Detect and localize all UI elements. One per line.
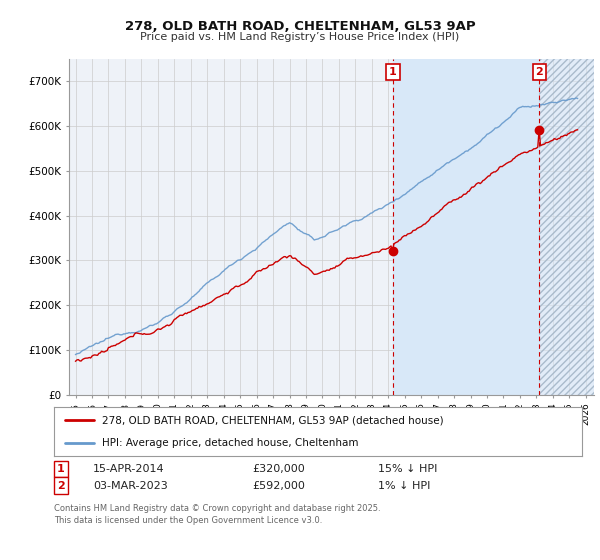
Bar xyxy=(393,59,539,395)
Text: 15-APR-2014: 15-APR-2014 xyxy=(93,464,164,474)
Text: 1: 1 xyxy=(389,67,397,77)
Bar xyxy=(539,59,594,395)
Text: HPI: Average price, detached house, Cheltenham: HPI: Average price, detached house, Chel… xyxy=(101,438,358,448)
Text: 2: 2 xyxy=(535,67,543,77)
Text: 2: 2 xyxy=(57,480,65,491)
Text: 1% ↓ HPI: 1% ↓ HPI xyxy=(378,480,430,491)
Text: £320,000: £320,000 xyxy=(252,464,305,474)
Text: £592,000: £592,000 xyxy=(252,480,305,491)
Text: 15% ↓ HPI: 15% ↓ HPI xyxy=(378,464,437,474)
Text: Contains HM Land Registry data © Crown copyright and database right 2025.
This d: Contains HM Land Registry data © Crown c… xyxy=(54,504,380,525)
Bar xyxy=(539,59,594,395)
Text: Price paid vs. HM Land Registry’s House Price Index (HPI): Price paid vs. HM Land Registry’s House … xyxy=(140,32,460,43)
Text: 1: 1 xyxy=(57,464,65,474)
Text: 03-MAR-2023: 03-MAR-2023 xyxy=(93,480,168,491)
Text: 278, OLD BATH ROAD, CHELTENHAM, GL53 9AP: 278, OLD BATH ROAD, CHELTENHAM, GL53 9AP xyxy=(125,20,475,32)
Text: 278, OLD BATH ROAD, CHELTENHAM, GL53 9AP (detached house): 278, OLD BATH ROAD, CHELTENHAM, GL53 9AP… xyxy=(101,416,443,426)
